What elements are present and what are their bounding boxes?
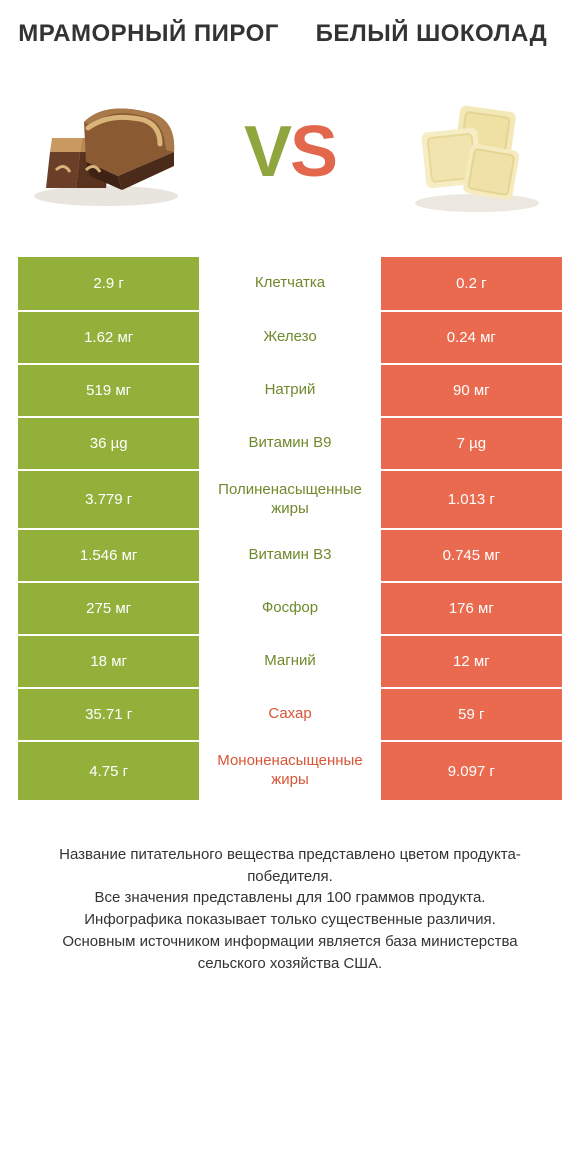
- value-right: 7 µg: [381, 418, 562, 469]
- value-left: 3.779 г: [18, 471, 199, 529]
- table-row: 1.62 мгЖелезо0.24 мг: [18, 310, 562, 363]
- value-right: 0.24 мг: [381, 312, 562, 363]
- table-row: 3.779 гПолиненасыщенные жиры1.013 г: [18, 469, 562, 529]
- marble-cake-icon: [26, 92, 186, 212]
- value-right: 9.097 г: [381, 742, 562, 800]
- value-left: 275 мг: [18, 583, 199, 634]
- titles-row: МРАМОРНЫЙ ПИРОГ БЕЛЫЙ ШОКОЛАД: [18, 20, 562, 49]
- table-row: 2.9 гКлетчатка0.2 г: [18, 257, 562, 310]
- table-row: 1.546 мгВитамин B30.745 мг: [18, 528, 562, 581]
- value-right: 1.013 г: [381, 471, 562, 529]
- page: МРАМОРНЫЙ ПИРОГ БЕЛЫЙ ШОКОЛАД: [0, 0, 580, 974]
- footer-line-2: Все значения представлены для 100 граммо…: [32, 887, 548, 909]
- nutrient-label: Сахар: [199, 689, 380, 740]
- nutrient-label: Витамин B9: [199, 418, 380, 469]
- value-left: 18 мг: [18, 636, 199, 687]
- table-row: 35.71 гСахар59 г: [18, 687, 562, 740]
- value-left: 1.62 мг: [18, 312, 199, 363]
- nutrient-label: Витамин B3: [199, 530, 380, 581]
- nutrient-label: Фосфор: [199, 583, 380, 634]
- footer-line-4: Основным источником информации является …: [32, 931, 548, 975]
- value-right: 12 мг: [381, 636, 562, 687]
- nutrient-label: Железо: [199, 312, 380, 363]
- comparison-table: 2.9 гКлетчатка0.2 г1.62 мгЖелезо0.24 мг5…: [18, 257, 562, 800]
- value-left: 519 мг: [18, 365, 199, 416]
- value-right: 90 мг: [381, 365, 562, 416]
- value-left: 36 µg: [18, 418, 199, 469]
- title-right: БЕЛЫЙ ШОКОЛАД: [301, 20, 562, 49]
- table-row: 4.75 гМононенасыщенные жиры9.097 г: [18, 740, 562, 800]
- table-row: 275 мгФосфор176 мг: [18, 581, 562, 634]
- value-left: 1.546 мг: [18, 530, 199, 581]
- footer-line-3: Инфографика показывает только существенн…: [32, 909, 548, 931]
- nutrient-label: Клетчатка: [199, 257, 380, 310]
- vs-label: VS: [244, 111, 336, 193]
- value-left: 35.71 г: [18, 689, 199, 740]
- footer-notes: Название питательного вещества представл…: [18, 844, 562, 975]
- product-left-image: [26, 87, 186, 217]
- table-row: 519 мгНатрий90 мг: [18, 363, 562, 416]
- vs-s: S: [290, 112, 336, 192]
- nutrient-label: Полиненасыщенные жиры: [199, 471, 380, 529]
- value-right: 176 мг: [381, 583, 562, 634]
- footer-line-1: Название питательного вещества представл…: [32, 844, 548, 888]
- table-row: 36 µgВитамин B97 µg: [18, 416, 562, 469]
- value-left: 2.9 г: [18, 257, 199, 310]
- vs-v: V: [244, 112, 290, 192]
- title-left: МРАМОРНЫЙ ПИРОГ: [18, 20, 279, 49]
- nutrient-label: Мононенасыщенные жиры: [199, 742, 380, 800]
- nutrient-label: Натрий: [199, 365, 380, 416]
- value-left: 4.75 г: [18, 742, 199, 800]
- hero-row: VS: [18, 67, 562, 237]
- value-right: 59 г: [381, 689, 562, 740]
- product-right-image: [394, 87, 554, 217]
- value-right: 0.745 мг: [381, 530, 562, 581]
- white-chocolate-icon: [399, 87, 549, 217]
- value-right: 0.2 г: [381, 257, 562, 310]
- nutrient-label: Магний: [199, 636, 380, 687]
- table-row: 18 мгМагний12 мг: [18, 634, 562, 687]
